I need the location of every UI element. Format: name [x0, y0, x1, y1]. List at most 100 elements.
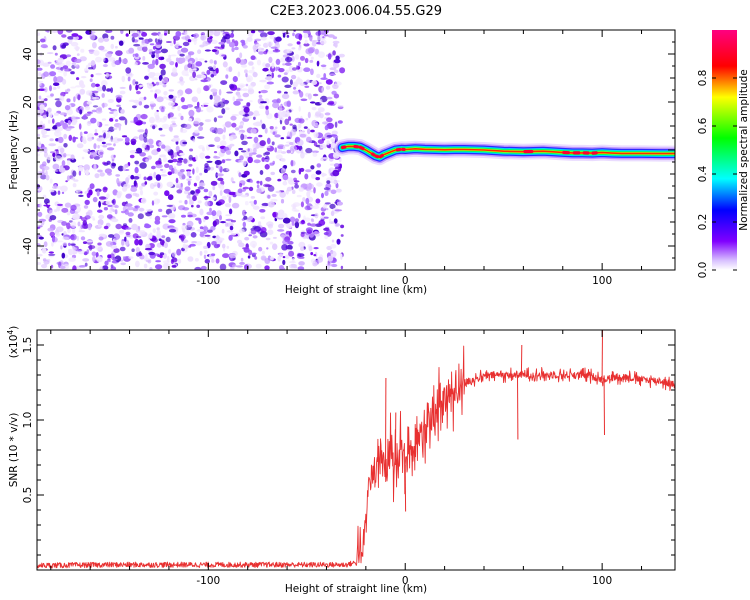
noise-speckle [54, 149, 59, 152]
noise-speckle [59, 265, 66, 269]
noise-speckle [194, 258, 199, 262]
noise-speckle [51, 241, 54, 247]
noise-speckle [103, 37, 110, 42]
noise-speckle [92, 96, 100, 100]
noise-speckle [73, 96, 76, 103]
noise-speckle [191, 63, 197, 70]
noise-speckle [203, 254, 207, 259]
noise-speckle [107, 254, 112, 259]
noise-speckle [332, 169, 340, 177]
noise-speckle [333, 135, 339, 139]
noise-speckle [231, 30, 234, 34]
noise-speckle [80, 48, 85, 53]
noise-speckle [154, 72, 161, 77]
noise-speckle [324, 190, 329, 196]
noise-speckle [282, 32, 286, 38]
noise-speckle [90, 151, 97, 158]
noise-speckle [188, 245, 192, 248]
noise-speckle [226, 39, 231, 44]
noise-speckle [148, 251, 156, 256]
noise-speckle [54, 155, 62, 161]
noise-speckle [89, 183, 95, 190]
noise-speckle [160, 48, 168, 54]
noise-speckle [230, 115, 237, 121]
noise-speckle [280, 137, 285, 140]
noise-speckle [195, 57, 198, 62]
noise-speckle [134, 62, 138, 66]
noise-speckle [37, 253, 43, 257]
noise-speckle [230, 177, 234, 183]
noise-speckle [187, 179, 191, 186]
noise-speckle [305, 118, 309, 121]
noise-speckle [108, 234, 115, 238]
noise-speckle [198, 58, 205, 61]
noise-speckle [110, 206, 114, 211]
noise-speckle [135, 182, 138, 188]
noise-speckle [143, 104, 150, 109]
noise-speckle [56, 205, 61, 212]
noise-speckle [103, 207, 108, 211]
noise-speckle [239, 59, 247, 66]
noise-speckle [163, 145, 171, 152]
noise-speckle [160, 108, 165, 112]
noise-speckle [83, 205, 89, 209]
noise-speckle [93, 143, 97, 150]
noise-speckle [248, 61, 254, 66]
noise-speckle [225, 74, 229, 79]
noise-speckle [182, 207, 190, 211]
noise-speckle [211, 253, 216, 257]
noise-speckle [299, 91, 304, 98]
noise-speckle [229, 225, 234, 231]
noise-speckle [110, 266, 117, 270]
noise-speckle [39, 104, 45, 111]
noise-speckle [84, 262, 88, 267]
noise-speckle [114, 209, 118, 215]
noise-speckle [118, 124, 122, 131]
noise-speckle [37, 133, 40, 137]
noise-speckle [62, 65, 69, 70]
noise-speckle [112, 189, 118, 196]
noise-speckle [232, 76, 238, 83]
noise-speckle [138, 207, 145, 212]
noise-speckle [327, 263, 333, 267]
noise-speckle [135, 84, 139, 91]
noise-speckle [199, 208, 204, 216]
noise-speckle [92, 42, 97, 49]
noise-speckle [203, 196, 211, 199]
noise-speckle [102, 102, 105, 109]
noise-speckle [307, 47, 315, 54]
noise-speckle [57, 186, 62, 190]
noise-speckle [231, 114, 240, 117]
noise-speckle [325, 85, 331, 90]
noise-speckle [210, 225, 216, 231]
noise-speckle [217, 46, 225, 50]
noise-speckle [80, 83, 86, 89]
noise-speckle [330, 181, 336, 184]
noise-speckle [293, 180, 300, 183]
noise-speckle [139, 84, 144, 88]
noise-speckle [296, 194, 302, 198]
snr-frame [36, 329, 676, 571]
noise-speckle [328, 100, 335, 105]
noise-speckle [293, 177, 297, 182]
noise-speckle [149, 116, 155, 124]
noise-speckle [299, 167, 305, 172]
noise-speckle [248, 69, 256, 74]
noise-speckle [154, 219, 161, 225]
noise-speckle [333, 218, 338, 224]
noise-speckle [294, 136, 301, 143]
noise-speckle [256, 188, 263, 194]
noise-speckle [260, 205, 268, 208]
noise-speckle [267, 194, 271, 199]
noise-speckle [263, 152, 266, 156]
noise-speckle [260, 89, 268, 94]
noise-speckle [60, 245, 63, 250]
noise-speckle [92, 196, 98, 203]
noise-speckle [277, 90, 282, 94]
noise-speckle [102, 84, 107, 92]
noise-speckle [90, 117, 97, 124]
noise-speckle [173, 166, 177, 173]
noise-speckle [143, 96, 147, 101]
noise-speckle [321, 157, 329, 160]
noise-speckle [109, 111, 115, 115]
